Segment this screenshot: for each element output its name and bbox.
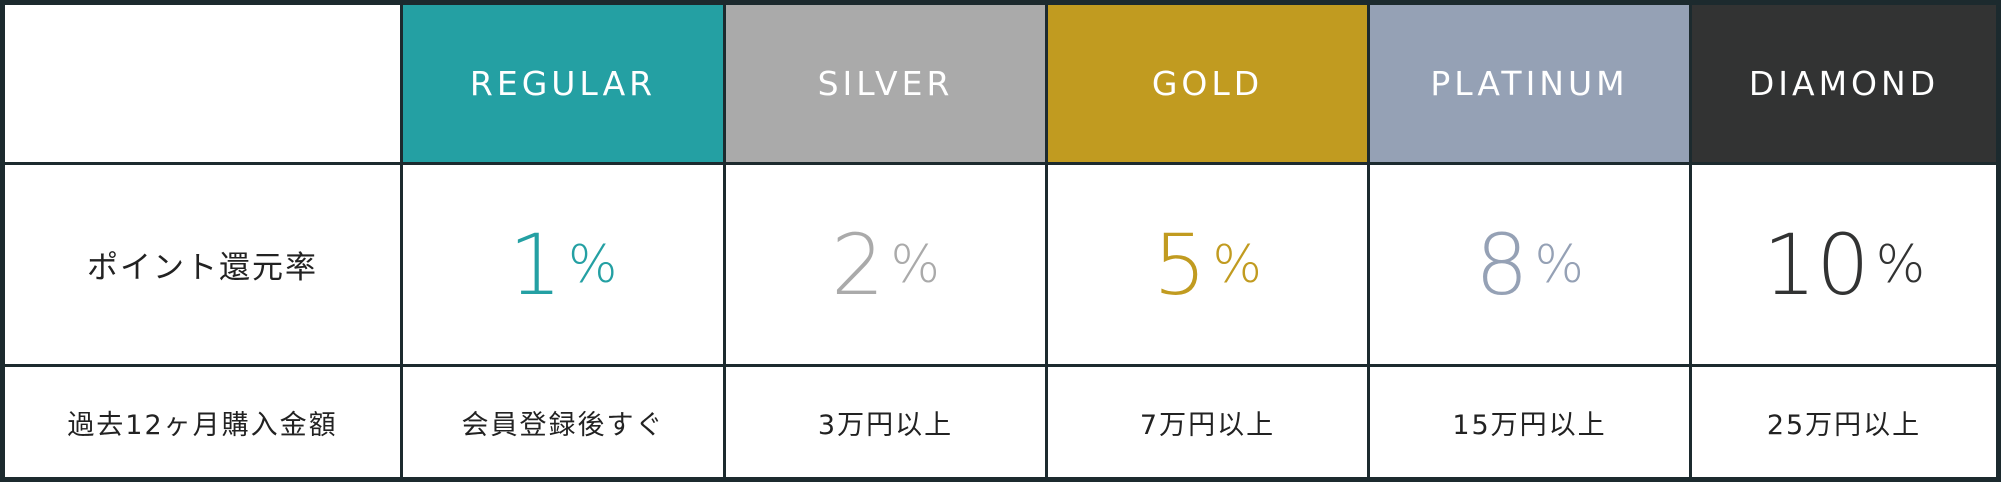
rate-cell-diamond: 10%: [1692, 165, 1996, 364]
tier-header-regular: REGULAR: [403, 5, 723, 162]
tier-name: SILVER: [817, 64, 954, 103]
percent-sign: %: [890, 234, 940, 295]
requirement-cell-diamond: 25万円以上: [1692, 367, 1996, 477]
requirement-value: 会員登録後すぐ: [461, 409, 665, 441]
requirement-cell-gold: 7万円以上: [1048, 367, 1367, 477]
requirement-value: 3万円以上: [817, 409, 954, 441]
percent-sign: %: [568, 234, 618, 295]
tier-name: REGULAR: [469, 64, 657, 103]
tier-name: GOLD: [1151, 64, 1264, 103]
percent-sign: %: [1534, 234, 1584, 295]
rate-value: 5: [1153, 215, 1207, 314]
tier-header-diamond: DIAMOND: [1692, 5, 1996, 162]
rate-cell-silver: 2%: [726, 165, 1045, 364]
requirement-value: 7万円以上: [1139, 409, 1276, 441]
rate-value: 8: [1475, 215, 1529, 314]
requirement-value: 15万円以上: [1452, 409, 1607, 441]
percent-sign: %: [1212, 234, 1262, 295]
requirement-row-label: 過去12ヶ月購入金額: [5, 367, 400, 477]
percent-sign: %: [1875, 234, 1926, 295]
requirement-cell-silver: 3万円以上: [726, 367, 1045, 477]
tier-name: DIAMOND: [1748, 64, 1940, 103]
rate-cell-platinum: 8%: [1370, 165, 1689, 364]
requirement-cell-platinum: 15万円以上: [1370, 367, 1689, 477]
requirement-label: 過去12ヶ月購入金額: [67, 409, 338, 441]
rate-cell-regular: 1%: [403, 165, 723, 364]
rate-value: 10: [1762, 215, 1870, 314]
rate-row-label: ポイント還元率: [5, 165, 400, 364]
requirement-cell-regular: 会員登録後すぐ: [403, 367, 723, 477]
rate-value: 1: [508, 215, 563, 314]
rate-cell-gold: 5%: [1048, 165, 1367, 364]
rate-label: ポイント還元率: [87, 250, 318, 286]
tier-header-silver: SILVER: [726, 5, 1045, 162]
corner-cell: [5, 5, 400, 162]
requirement-value: 25万円以上: [1766, 409, 1922, 441]
rate-value: 2: [831, 215, 885, 314]
tier-header-gold: GOLD: [1048, 5, 1367, 162]
tier-name: PLATINUM: [1430, 64, 1629, 103]
tier-header-platinum: PLATINUM: [1370, 5, 1689, 162]
